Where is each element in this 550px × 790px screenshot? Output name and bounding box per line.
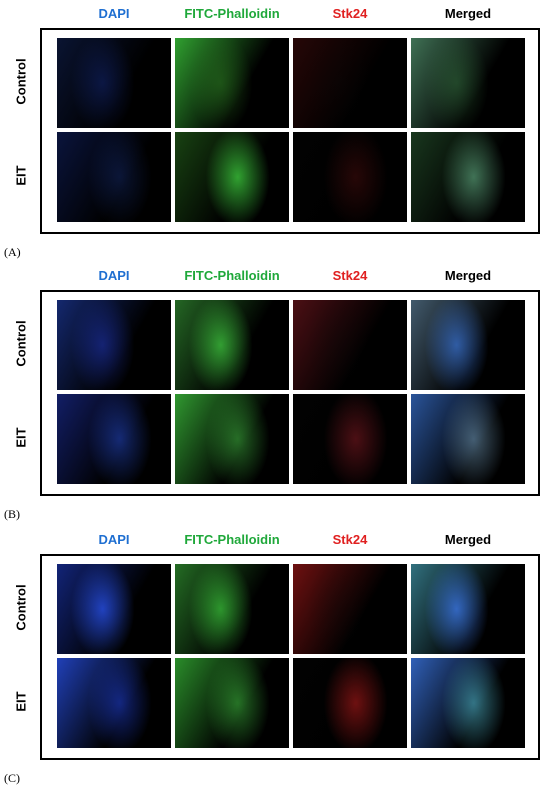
panel-label: (C): [4, 771, 20, 785]
micrograph: [175, 658, 289, 748]
micrograph: [57, 132, 171, 222]
column-header: FITC-Phalloidin: [184, 268, 280, 283]
column-header: Stk24: [332, 532, 368, 547]
panel-label: (A): [4, 245, 21, 259]
micrograph: [293, 394, 407, 484]
column-header: Merged: [444, 268, 492, 283]
micrograph: [411, 300, 525, 390]
micrograph: [57, 38, 171, 128]
column-header: FITC-Phalloidin: [184, 6, 280, 21]
row-label: Control: [13, 58, 29, 105]
micrograph: [175, 132, 289, 222]
column-header: Merged: [444, 6, 492, 21]
micrograph: [175, 394, 289, 484]
micrograph: [175, 38, 289, 128]
column-header: DAPI: [98, 6, 130, 21]
panel-label: (B): [4, 507, 20, 521]
column-header: DAPI: [98, 532, 130, 547]
column-header: Stk24: [332, 268, 368, 283]
micrograph: [411, 132, 525, 222]
micrograph: [293, 564, 407, 654]
micrograph: [293, 300, 407, 390]
row-label: Control: [13, 584, 29, 631]
micrograph: [411, 658, 525, 748]
row-label: Control: [13, 320, 29, 367]
micrograph: [57, 564, 171, 654]
micrograph: [293, 38, 407, 128]
column-header: Merged: [444, 532, 492, 547]
micrograph: [57, 300, 171, 390]
column-header: DAPI: [98, 268, 130, 283]
row-label: EIT: [13, 427, 29, 448]
micrograph: [57, 394, 171, 484]
micrograph: [57, 658, 171, 748]
row-label: EIT: [13, 165, 29, 186]
row-label: EIT: [13, 691, 29, 712]
micrograph: [411, 38, 525, 128]
micrograph: [293, 658, 407, 748]
micrograph: [411, 564, 525, 654]
micrograph: [175, 564, 289, 654]
column-header: Stk24: [332, 6, 368, 21]
micrograph: [175, 300, 289, 390]
micrograph: [411, 394, 525, 484]
micrograph: [293, 132, 407, 222]
column-header: FITC-Phalloidin: [184, 532, 280, 547]
